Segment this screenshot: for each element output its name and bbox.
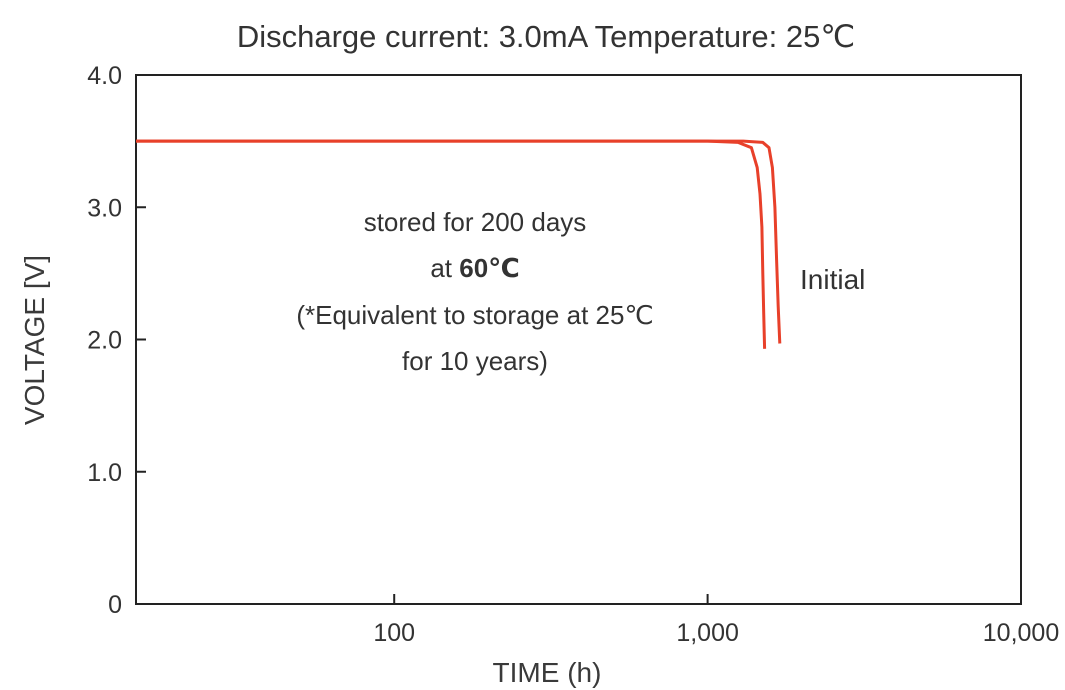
chart-title: Discharge current: 3.0mA Temperature: 25… [237, 19, 855, 54]
y-axis-title: VOLTAGE [V] [19, 255, 50, 425]
storage-annotation: stored for 200 days at 60℃ (*Equivalent … [296, 207, 653, 376]
annotation-line-2: at 60℃ [430, 253, 519, 283]
y-tick-label: 1.0 [87, 459, 122, 487]
series-lines [136, 139, 782, 349]
y-tick-label: 0 [108, 591, 122, 619]
y-tick-label: 2.0 [87, 327, 122, 355]
y-tick-label: 3.0 [87, 194, 122, 222]
x-axis: 100 1,000 10,000 [373, 594, 1059, 647]
annotation-line-1: stored for 200 days [364, 207, 587, 237]
annotation-line-4: for 10 years) [402, 346, 548, 376]
y-tick-label: 4.0 [87, 62, 122, 90]
stored-discharge-line [136, 139, 767, 349]
x-tick-label: 10,000 [983, 619, 1059, 647]
x-tick-label: 100 [373, 619, 415, 647]
initial-series-label: Initial [800, 264, 865, 295]
annotation-line-3: (*Equivalent to storage at 25℃ [296, 300, 653, 330]
x-tick-label: 1,000 [676, 619, 739, 647]
plot-frame [135, 74, 1022, 605]
y-axis: 0 1.0 2.0 3.0 4.0 [87, 62, 146, 619]
x-axis-title: TIME (h) [493, 657, 602, 688]
